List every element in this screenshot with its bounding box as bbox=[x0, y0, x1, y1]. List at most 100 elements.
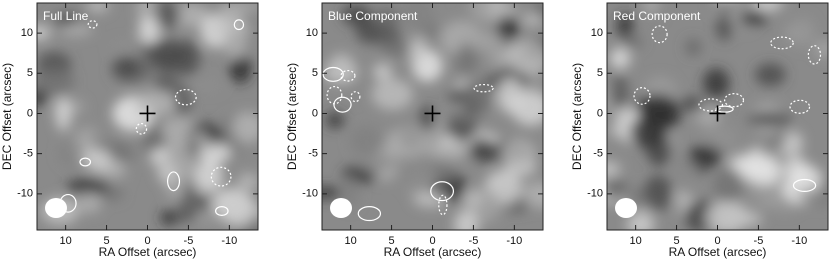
noise-blob bbox=[381, 40, 416, 56]
noise-blob bbox=[221, 192, 257, 228]
noise-blob bbox=[501, 138, 537, 172]
noise-blob bbox=[702, 67, 730, 100]
noise-blob bbox=[231, 112, 258, 143]
noise-blob bbox=[644, 175, 672, 211]
map bbox=[37, 3, 258, 230]
noise-blob bbox=[242, 10, 258, 30]
y-tick-label: 0 bbox=[312, 107, 318, 119]
noise-blob bbox=[680, 96, 705, 113]
contour bbox=[651, 25, 668, 44]
contour bbox=[340, 69, 356, 82]
contour bbox=[215, 206, 229, 217]
noise-blob bbox=[224, 24, 247, 60]
noise-blob bbox=[753, 3, 784, 10]
noise-blob bbox=[670, 160, 700, 173]
noise-blob bbox=[743, 156, 783, 186]
noise-blob bbox=[194, 160, 223, 193]
x-tick-label: 0 bbox=[714, 235, 720, 247]
y-tick-label: 5 bbox=[597, 67, 603, 79]
noise-blob bbox=[453, 209, 479, 230]
noise-blob bbox=[237, 172, 258, 191]
noise-blob bbox=[154, 71, 180, 94]
y-tick-label: -5 bbox=[23, 148, 33, 160]
noise-blob bbox=[363, 25, 401, 45]
noise-blob bbox=[192, 209, 223, 226]
noise-blob bbox=[341, 4, 371, 26]
x-tick-label: 10 bbox=[345, 235, 357, 247]
noise-blob bbox=[607, 178, 631, 200]
contour bbox=[333, 96, 352, 113]
panel-title: Blue Component bbox=[328, 9, 418, 23]
noise-blob bbox=[157, 163, 178, 184]
noise-blob bbox=[522, 13, 543, 26]
x-axis-label: RA Offset (arcsec) bbox=[384, 245, 482, 259]
contour bbox=[135, 122, 148, 135]
map-noise bbox=[322, 3, 543, 230]
y-tick-label: 5 bbox=[312, 67, 318, 79]
noise-blob bbox=[135, 90, 176, 117]
x-axis-label: RA Offset (arcsec) bbox=[99, 245, 197, 259]
contour bbox=[633, 87, 651, 105]
noise-blob bbox=[744, 211, 762, 227]
x-tick-label: -5 bbox=[184, 235, 194, 247]
x-tick-label: 5 bbox=[389, 235, 395, 247]
noise-blob bbox=[422, 23, 441, 38]
noise-blob bbox=[178, 192, 198, 212]
noise-blob bbox=[461, 189, 483, 209]
y-tick-label: -10 bbox=[302, 188, 318, 200]
noise-blob bbox=[609, 47, 631, 69]
noise-blob bbox=[791, 16, 815, 48]
noise-blob bbox=[642, 3, 660, 19]
x-tick-label: 5 bbox=[674, 235, 680, 247]
noise-blob bbox=[413, 192, 449, 208]
y-tick-label: 10 bbox=[591, 27, 603, 39]
center-marker bbox=[139, 105, 156, 122]
contour bbox=[322, 66, 344, 82]
x-tick-label: 10 bbox=[60, 235, 72, 247]
noise-blob bbox=[371, 78, 414, 110]
noise-blob bbox=[626, 212, 655, 230]
noise-blob bbox=[639, 101, 677, 135]
noise-blob bbox=[713, 167, 744, 203]
noise-blob bbox=[189, 132, 209, 146]
noise-blob bbox=[747, 110, 792, 129]
noise-blob bbox=[75, 126, 99, 144]
x-tick-label: 5 bbox=[104, 235, 110, 247]
noise-blob bbox=[815, 40, 828, 58]
noise-blob bbox=[616, 12, 634, 39]
x-tick-label: -10 bbox=[221, 235, 237, 247]
noise-blob bbox=[58, 23, 93, 36]
panel-title: Full Line bbox=[43, 9, 89, 23]
noise-blob bbox=[685, 38, 702, 57]
y-tick-label: 0 bbox=[27, 107, 33, 119]
noise-blob bbox=[739, 10, 769, 26]
noise-blob bbox=[401, 3, 434, 30]
noise-blob bbox=[173, 3, 209, 27]
y-tick-label: 5 bbox=[27, 67, 33, 79]
noise-blob bbox=[461, 31, 502, 48]
noise-blob bbox=[37, 66, 75, 96]
map-noise bbox=[607, 3, 828, 230]
noise-blob bbox=[610, 75, 629, 109]
contour bbox=[698, 98, 724, 112]
contour bbox=[233, 19, 245, 31]
contour bbox=[724, 93, 745, 108]
y-tick-label: 10 bbox=[21, 27, 33, 39]
y-axis-label: DEC Offset (arcsec) bbox=[0, 63, 14, 170]
contour bbox=[174, 88, 197, 106]
noise-blob bbox=[113, 56, 140, 79]
x-tick-label: -10 bbox=[506, 235, 522, 247]
center-marker bbox=[709, 105, 726, 122]
contour bbox=[789, 99, 811, 114]
y-tick-label: -5 bbox=[308, 148, 318, 160]
noise-blob bbox=[55, 97, 72, 132]
noise-blob bbox=[688, 144, 723, 167]
noise-blob bbox=[497, 77, 524, 114]
map-noise bbox=[37, 3, 258, 230]
contour bbox=[473, 83, 494, 93]
x-tick-label: -5 bbox=[469, 235, 479, 247]
contour bbox=[430, 181, 455, 202]
noise-blob bbox=[350, 125, 383, 156]
noise-blob bbox=[673, 190, 691, 204]
noise-blob bbox=[322, 186, 343, 200]
